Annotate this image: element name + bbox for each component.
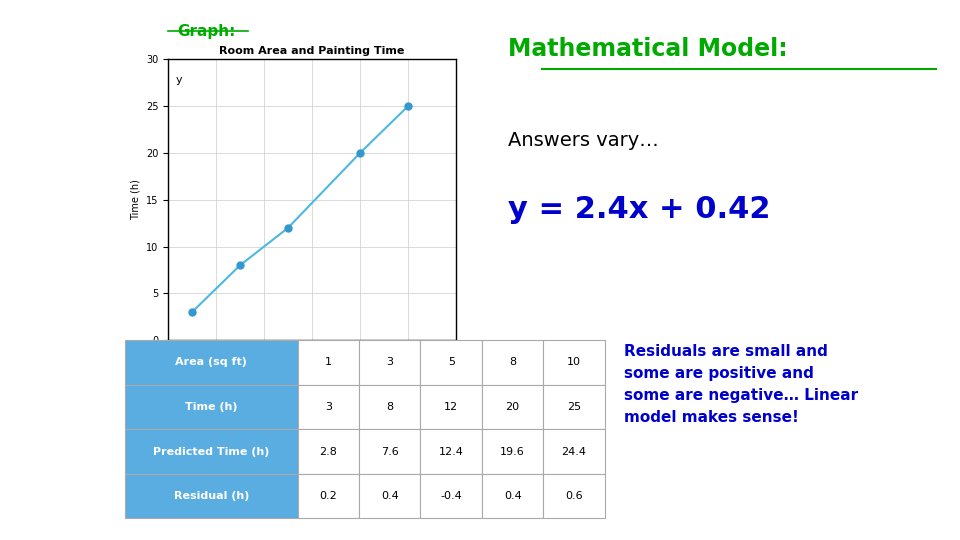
Bar [420, 340, 482, 384]
Text: Mathematical Model:: Mathematical Model: [508, 37, 787, 60]
Bar [420, 384, 482, 429]
Text: 2.8: 2.8 [320, 447, 337, 457]
Bar [543, 384, 605, 429]
Bar [359, 474, 420, 518]
Text: 7.6: 7.6 [381, 447, 398, 457]
Bar [298, 429, 359, 474]
Bar [482, 429, 543, 474]
Text: x: x [461, 346, 468, 356]
Text: 10: 10 [567, 357, 581, 368]
Text: 1: 1 [324, 357, 332, 368]
Text: -0.4: -0.4 [441, 491, 462, 501]
Point [184, 308, 200, 316]
Bar [359, 429, 420, 474]
Bar [543, 429, 605, 474]
Text: Graph:: Graph: [178, 24, 235, 39]
Bar [125, 429, 298, 474]
Text: 0.2: 0.2 [320, 491, 337, 501]
Text: 0.4: 0.4 [381, 491, 398, 501]
Bar [543, 474, 605, 518]
Text: 3: 3 [386, 357, 394, 368]
Text: 8: 8 [386, 402, 394, 412]
Bar [125, 340, 298, 384]
Bar [125, 474, 298, 518]
Point [400, 102, 416, 111]
Text: 0.6: 0.6 [565, 491, 583, 501]
Point [352, 148, 368, 157]
Bar [482, 384, 543, 429]
Bar [482, 340, 543, 384]
Text: 5: 5 [447, 357, 455, 368]
Text: 24.4: 24.4 [562, 447, 587, 457]
Text: Residual (h): Residual (h) [174, 491, 249, 501]
Text: Predicted Time (h): Predicted Time (h) [153, 447, 270, 457]
Bar [359, 384, 420, 429]
Text: y: y [175, 75, 181, 85]
Y-axis label: Time (h): Time (h) [131, 179, 140, 220]
Title: Room Area and Painting Time: Room Area and Painting Time [219, 46, 405, 56]
Text: Residuals are small and
some are positive and
some are negative… Linear
model ma: Residuals are small and some are positiv… [624, 344, 858, 426]
Text: 0.4: 0.4 [504, 491, 521, 501]
X-axis label: Area (1,000 sq ft): Area (1,000 sq ft) [270, 366, 354, 375]
Text: Answers vary…: Answers vary… [508, 131, 659, 150]
Point [280, 224, 296, 232]
Text: 12.4: 12.4 [439, 447, 464, 457]
Point [232, 261, 248, 269]
Bar [298, 474, 359, 518]
Text: 25: 25 [567, 402, 581, 412]
Text: 3: 3 [324, 402, 332, 412]
Bar [125, 384, 298, 429]
Text: 8: 8 [509, 357, 516, 368]
Text: Area (sq ft): Area (sq ft) [176, 357, 247, 368]
Text: 20: 20 [506, 402, 519, 412]
Text: 12: 12 [444, 402, 458, 412]
Bar [420, 474, 482, 518]
Bar [482, 474, 543, 518]
Text: y = 2.4x + 0.42: y = 2.4x + 0.42 [508, 195, 771, 225]
Bar [543, 340, 605, 384]
Bar [420, 429, 482, 474]
Bar [298, 340, 359, 384]
Text: 19.6: 19.6 [500, 447, 525, 457]
Text: Time (h): Time (h) [185, 402, 237, 412]
Bar [298, 384, 359, 429]
Bar [359, 340, 420, 384]
